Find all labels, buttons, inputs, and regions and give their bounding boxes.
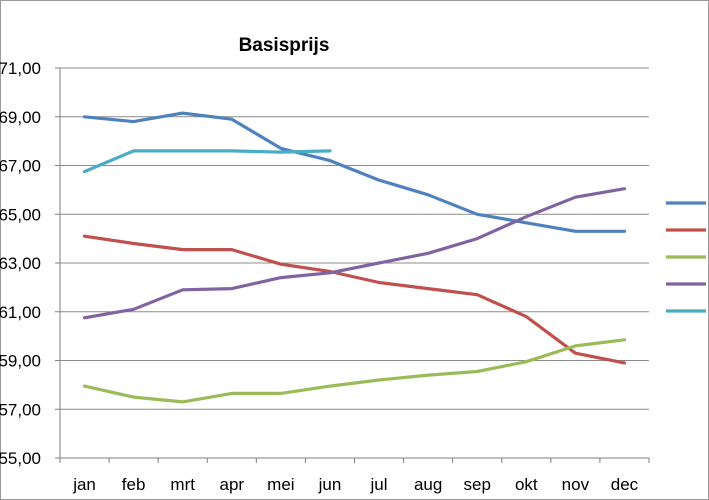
y-tick-label: 61,00 <box>0 303 41 322</box>
y-axis-labels: 55,00 57,00 59,00 61,00 63,00 65,00 67,00 69,00… <box>0 59 41 468</box>
legend <box>666 201 706 313</box>
series-lines <box>82 111 627 404</box>
y-tick-label: 55,00 <box>0 449 41 468</box>
x-tick-label: dec <box>611 475 639 494</box>
x-tick-label: apr <box>220 475 245 494</box>
x-tick-label: okt <box>515 475 538 494</box>
series-line-3 <box>82 338 627 404</box>
series-line-2 <box>82 234 627 365</box>
x-tick-label: mei <box>267 475 294 494</box>
y-tick-label: 59,00 <box>0 352 41 371</box>
series-line-1 <box>82 111 627 233</box>
y-tick-label: 57,00 <box>0 400 41 419</box>
x-tick-label: sep <box>463 475 490 494</box>
x-tick-label: jun <box>318 475 342 494</box>
x-tick-label: feb <box>122 475 146 494</box>
chart-title: Basisprijs <box>239 35 330 56</box>
axes <box>55 67 650 463</box>
y-tick-label: 63,00 <box>0 254 41 273</box>
x-tick-label: nov <box>562 475 590 494</box>
y-tick-label: 69,00 <box>0 108 41 127</box>
x-tick-label: aug <box>414 475 442 494</box>
x-tick-label: mrt <box>170 475 195 494</box>
series-line-4 <box>82 187 627 320</box>
y-tick-label: 65,00 <box>0 205 41 224</box>
x-tick-label: jul <box>370 475 388 494</box>
series-line-5 <box>82 149 332 174</box>
x-axis-labels: jan feb mrt apr mei jun jul aug sep okt nov dec <box>72 475 638 494</box>
x-tick-label: jan <box>72 475 96 494</box>
y-tick-label: 71,00 <box>0 59 41 78</box>
y-tick-label: 67,00 <box>0 157 41 176</box>
